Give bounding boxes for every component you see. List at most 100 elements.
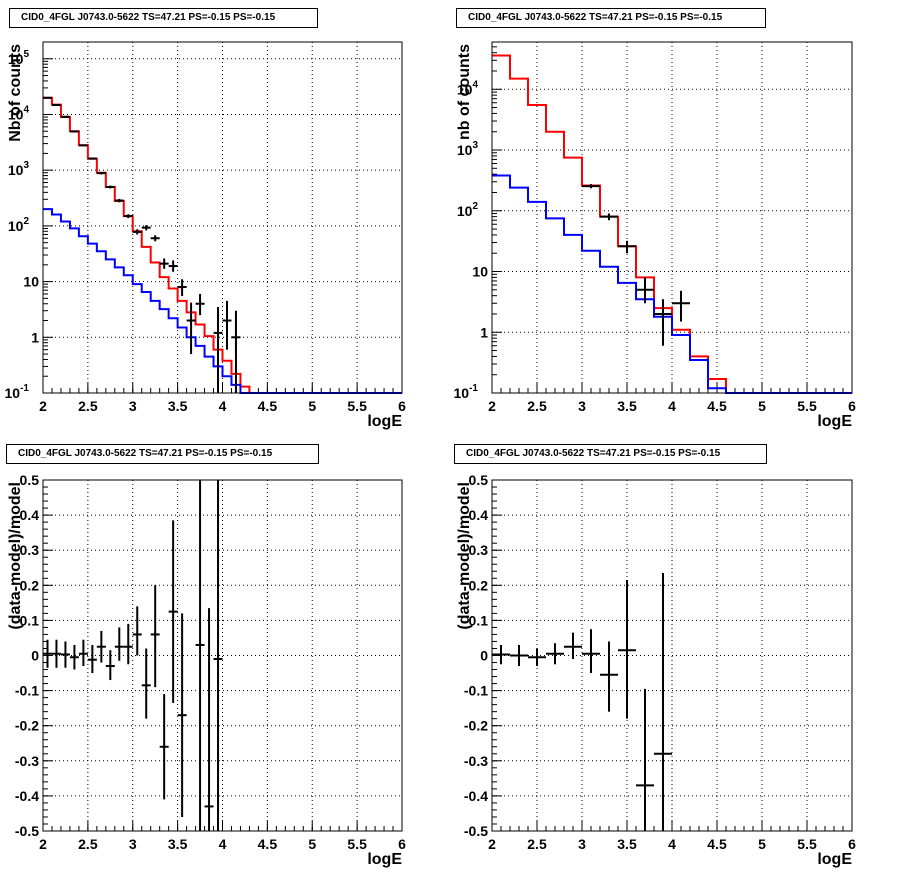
y-tick-label: 0.5 — [20, 472, 40, 488]
data-point — [159, 258, 169, 269]
x-tick-label: 6 — [848, 398, 856, 414]
data-point — [510, 644, 528, 667]
x-tick-label: 3 — [129, 398, 137, 414]
x-tick-label: 4 — [668, 836, 676, 852]
chart-2: 2 2.5 3 3.5 4 4.5 5 5.5 6 10-1 1 10 102 103 104 logE nb … — [454, 41, 856, 430]
chart-1: 2 2.5 3 3.5 4 4.5 5 5.5 6 10-1 1 10 102 103 104 105 logE… — [5, 41, 406, 430]
x-tick-label: 4.5 — [258, 836, 278, 852]
data-point — [105, 185, 115, 189]
y-tick-label: -0.5 — [15, 823, 39, 839]
x-tick-label: 5 — [308, 398, 316, 414]
x-tick-label: 4.5 — [258, 398, 278, 414]
y-tick-label: 10-1 — [5, 383, 30, 401]
x-tick-label: 2 — [488, 398, 496, 414]
y-tick-label: 10 — [472, 264, 488, 280]
y-tick-label: 0.1 — [20, 612, 40, 628]
data-point — [186, 302, 196, 355]
x-tick-label: 5 — [308, 836, 316, 852]
plot-frame — [42, 41, 403, 394]
y-tick-label: 102 — [457, 201, 479, 219]
series-model-source — [492, 174, 852, 394]
y-tick-label: 0 — [480, 648, 488, 664]
data-point — [222, 300, 232, 350]
data-point — [78, 144, 88, 147]
data-point — [51, 639, 61, 668]
data-point — [60, 641, 70, 668]
y-tick-label: -0.3 — [464, 753, 488, 769]
series-model-source — [43, 208, 402, 394]
data-point — [150, 235, 160, 242]
x-tick-label: 2 — [488, 836, 496, 852]
y-tick-label: 0.2 — [20, 577, 40, 593]
data-point — [582, 184, 600, 189]
y-tick-label: -0.1 — [464, 683, 488, 699]
data-point — [618, 580, 636, 719]
y-axis-title: Nb of counts — [7, 44, 24, 142]
x-axis-title: logE — [817, 851, 852, 868]
y-tick-label: 104 — [8, 104, 30, 122]
data-point — [96, 630, 106, 663]
data-point — [600, 213, 618, 221]
pad-4-title: CID0_4FGL J0743.0-5622 TS=47.21 PS=-0.15… — [454, 444, 767, 464]
x-tick-label: 3.5 — [617, 398, 637, 414]
y-tick-label: 0.1 — [469, 612, 489, 628]
x-tick-label: 3.5 — [168, 836, 188, 852]
data-point — [546, 643, 564, 665]
x-tick-label: 4.5 — [707, 836, 727, 852]
data-point — [618, 240, 636, 254]
data-point — [213, 480, 223, 831]
x-tick-label: 4 — [219, 836, 227, 852]
data-point — [177, 613, 187, 817]
data-point — [195, 480, 205, 831]
data-point — [51, 103, 61, 106]
y-tick-label: 1 — [31, 329, 39, 345]
data-point — [150, 585, 160, 688]
data-point — [123, 214, 133, 219]
data-point — [69, 644, 79, 670]
y-tick-label: -0.4 — [464, 788, 488, 804]
data-point — [600, 641, 618, 712]
y-tick-label: -0.2 — [464, 718, 488, 734]
x-tick-label: 5 — [758, 398, 766, 414]
data-point — [141, 225, 151, 231]
y-tick-label: 0.4 — [469, 507, 489, 523]
y-tick-label: 102 — [8, 216, 30, 234]
data-point — [492, 644, 510, 665]
data-point — [43, 96, 52, 99]
data-point — [141, 648, 151, 719]
y-tick-label: -0.1 — [15, 683, 39, 699]
data-point — [123, 623, 133, 665]
data-point — [654, 573, 672, 831]
data-point — [87, 644, 97, 674]
x-tick-label: 5.5 — [797, 836, 817, 852]
chart-3: 2 2.5 3 3.5 4 4.5 5 5.5 6 -0.5 -0.4 -0.3 -0.2 -0.1 0 0.… — [7, 472, 406, 868]
data-point — [654, 299, 672, 346]
x-tick-label: 3.5 — [168, 398, 188, 414]
data-point — [168, 520, 178, 703]
y-tick-label: 105 — [8, 49, 30, 67]
data-point — [528, 648, 546, 667]
data-point — [114, 198, 124, 203]
x-tick-label: 3 — [578, 836, 586, 852]
x-tick-label: 2.5 — [527, 836, 547, 852]
data-point — [43, 639, 52, 668]
plot-frame — [42, 479, 403, 832]
x-tick-label: 4 — [668, 398, 676, 414]
y-axis-title: (data-model)/model — [7, 482, 24, 630]
data-point — [96, 171, 106, 175]
data-point — [213, 306, 223, 393]
chart-4: 2 2.5 3 3.5 4 4.5 5 5.5 6 -0.5 -0.4 -0.3 -0.2 -0.1 0 0.… — [456, 472, 856, 868]
x-tick-label: 6 — [398, 398, 406, 414]
x-tick-label: 3.5 — [617, 836, 637, 852]
data-point — [60, 115, 70, 118]
pad-3-title: CID0_4FGL J0743.0-5622 TS=47.21 PS=-0.15… — [6, 444, 319, 464]
y-tick-label: 103 — [457, 140, 479, 158]
data-point — [636, 688, 654, 831]
y-axis-title: nb of counts — [456, 44, 473, 140]
x-tick-label: 2.5 — [78, 398, 98, 414]
x-tick-label: 2 — [39, 398, 47, 414]
data-point — [78, 639, 88, 667]
y-tick-label: -0.2 — [15, 718, 39, 734]
x-tick-label: 4.5 — [707, 398, 727, 414]
